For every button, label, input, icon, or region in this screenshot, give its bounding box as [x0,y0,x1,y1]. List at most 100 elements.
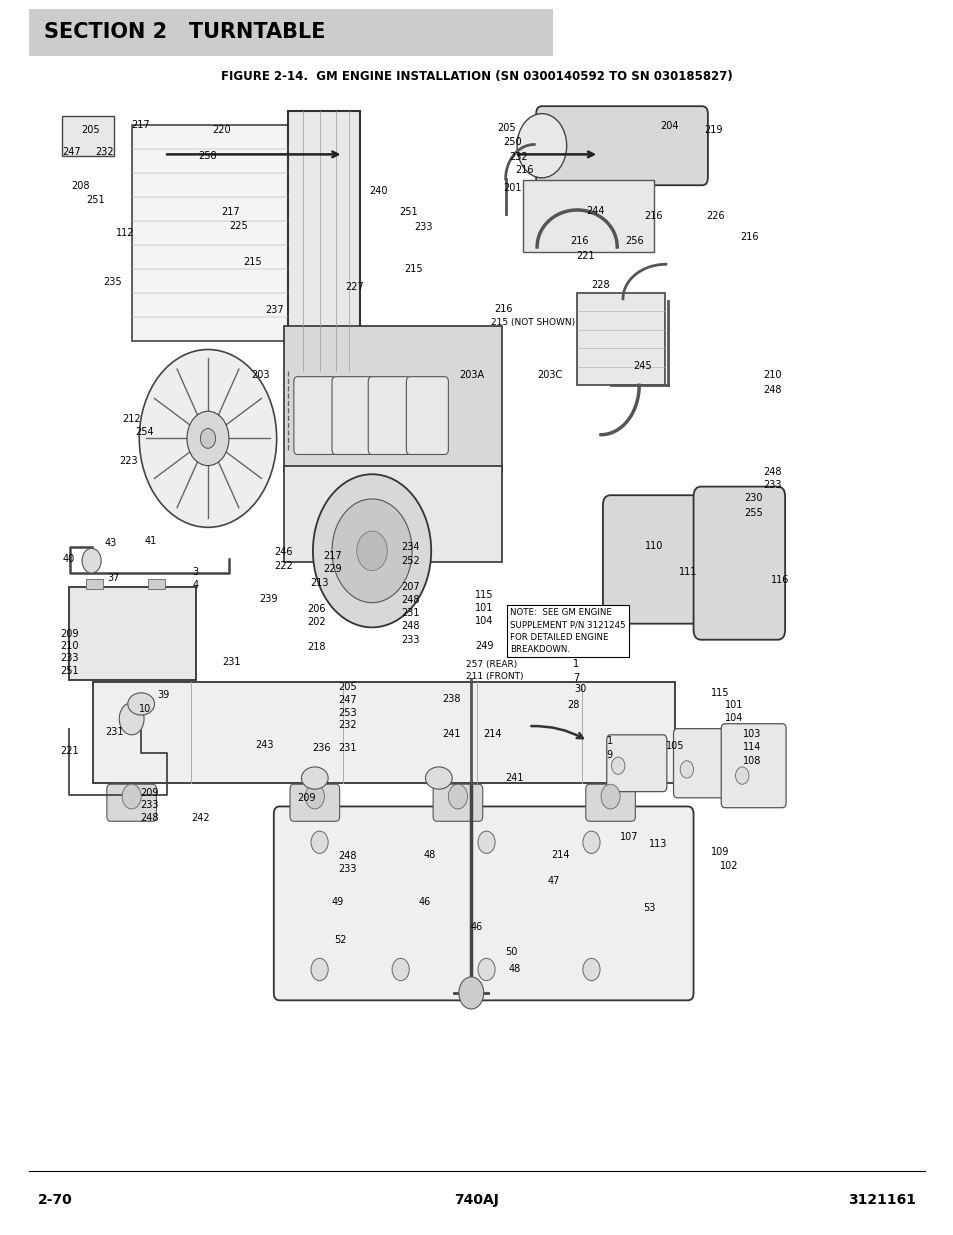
Text: 205: 205 [497,124,516,133]
FancyBboxPatch shape [368,377,410,454]
Text: 217: 217 [221,207,240,217]
Text: 50: 50 [505,947,517,957]
Circle shape [477,958,495,981]
Ellipse shape [425,767,452,789]
Text: 209: 209 [140,788,158,798]
Circle shape [679,761,693,778]
FancyBboxPatch shape [606,735,666,792]
Text: 204: 204 [659,121,678,131]
Bar [86,579,103,589]
Bar [93,682,675,783]
Circle shape [332,499,412,603]
Text: 248: 248 [762,467,781,477]
Circle shape [448,784,467,809]
Text: 214: 214 [551,850,569,860]
Text: FIGURE 2-14.  GM ENGINE INSTALLATION (SN 0300140592 TO SN 030185827): FIGURE 2-14. GM ENGINE INSTALLATION (SN … [221,70,732,83]
Text: 220: 220 [212,125,231,135]
Text: 4: 4 [193,580,198,590]
Text: 250: 250 [502,137,521,147]
Bar [522,180,654,252]
Text: 203: 203 [251,370,269,380]
Text: 217: 217 [132,120,151,130]
Circle shape [582,831,599,853]
Text: 257 (REAR): 257 (REAR) [465,659,517,669]
Text: 241: 241 [442,729,460,739]
Text: 209: 209 [60,629,78,638]
Text: 40: 40 [63,555,75,564]
Text: 253: 253 [338,708,357,718]
Text: 240: 240 [369,186,387,196]
FancyBboxPatch shape [673,729,733,798]
Text: 213: 213 [310,578,328,588]
Text: 48: 48 [423,850,436,860]
Text: 225: 225 [229,221,248,231]
Ellipse shape [301,767,328,789]
Text: 49: 49 [332,897,344,906]
Text: 28: 28 [567,700,579,710]
Text: 216: 216 [515,165,533,175]
Text: 221: 221 [60,746,79,756]
Text: 39: 39 [157,690,170,700]
Text: 217: 217 [323,551,342,561]
Text: 52: 52 [334,935,346,945]
Text: SECTION 2   TURNTABLE: SECTION 2 TURNTABLE [44,22,325,42]
Text: 206: 206 [307,604,325,614]
Text: 232: 232 [509,152,528,162]
Text: 233: 233 [140,800,158,810]
Circle shape [200,429,215,448]
Text: 251: 251 [60,666,79,676]
Text: 248: 248 [762,385,781,395]
Text: 205: 205 [81,125,100,135]
Text: 37: 37 [108,573,120,583]
Text: 2-70: 2-70 [38,1193,72,1208]
Text: 212: 212 [122,414,141,424]
Circle shape [313,474,431,627]
Text: 53: 53 [642,903,655,913]
Text: 1: 1 [573,659,578,669]
FancyBboxPatch shape [290,784,339,821]
Text: 215: 215 [404,264,423,274]
Text: 208: 208 [71,182,90,191]
Circle shape [82,548,101,573]
Text: 246: 246 [274,547,292,557]
Text: 3121161: 3121161 [847,1193,915,1208]
Text: 221: 221 [576,251,595,261]
FancyBboxPatch shape [294,377,335,454]
Bar [29,83,924,1157]
Bar [288,111,359,370]
Circle shape [392,958,409,981]
Text: 216: 216 [740,232,758,242]
Text: 104: 104 [475,616,493,626]
FancyBboxPatch shape [585,784,635,821]
Text: 222: 222 [274,561,293,571]
Text: 1: 1 [606,736,612,746]
Text: 235: 235 [103,277,122,287]
Text: 103: 103 [742,729,760,739]
Circle shape [458,977,483,1009]
Ellipse shape [128,693,154,715]
Text: 105: 105 [665,741,683,751]
Text: 227: 227 [345,282,364,291]
Text: 109: 109 [710,847,728,857]
Circle shape [119,703,144,735]
Text: 233: 233 [338,864,356,874]
Text: 41: 41 [145,536,157,546]
Text: 108: 108 [742,756,760,766]
Text: 9: 9 [606,750,612,760]
Circle shape [582,958,599,981]
Bar [69,587,195,680]
Text: 244: 244 [586,206,604,216]
FancyBboxPatch shape [536,106,707,185]
Text: 112: 112 [116,228,134,238]
Text: 201: 201 [502,183,520,193]
FancyBboxPatch shape [693,487,784,640]
Text: 203A: 203A [458,370,483,380]
Text: 47: 47 [547,876,559,885]
Circle shape [139,350,276,527]
FancyBboxPatch shape [433,784,482,821]
Text: 46: 46 [418,897,431,906]
Text: 107: 107 [619,832,638,842]
Text: 230: 230 [743,493,761,503]
Bar [284,326,501,472]
Text: 7: 7 [573,673,579,683]
